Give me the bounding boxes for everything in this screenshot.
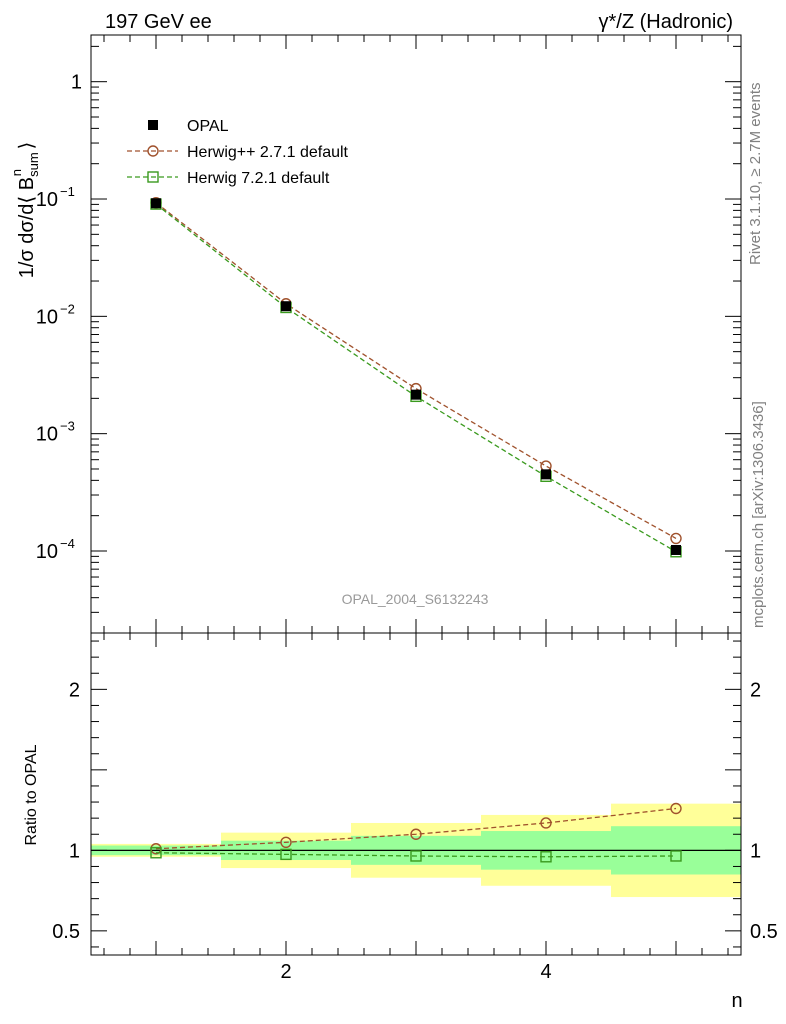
ratio-point-herwigpp (670, 802, 682, 815)
ratio-y-tick-label: 2 (69, 679, 80, 701)
y-tick-label-exponent: −4 (60, 536, 75, 551)
ratio-y-tick-label-right: 0.5 (750, 921, 778, 943)
point-herwigpp (670, 532, 682, 545)
main-y-axis-label: 1/σ dσ/d⟨ Bsumn ⟩ (9, 142, 41, 279)
y-tick-label: 10 (36, 306, 58, 328)
y-tick-label: 10 (36, 189, 58, 211)
ratio-point-herwig7 (670, 850, 682, 862)
legend-marker-herwigpp (147, 145, 159, 157)
ratio-point-herwigpp (540, 817, 552, 829)
x-axis-label: n (731, 990, 742, 1012)
ratio-point-herwigpp (410, 828, 422, 840)
mcplots-reference-label: mcplots.cern.ch [arXiv:1306.3436] (750, 401, 767, 628)
y-tick-label: 10 (36, 541, 58, 563)
y-tick-label: 10 (36, 424, 58, 446)
ratio-point-herwig7 (540, 851, 552, 863)
legend-marker-data (148, 120, 158, 130)
ratio-y-tick-label: 1 (69, 840, 80, 862)
ratio-y-axis-label: Ratio to OPAL (23, 744, 40, 845)
series-line-herwig7 (155, 203, 677, 553)
x-tick-label: 4 (540, 961, 551, 983)
ratio-point-herwig7 (150, 847, 162, 859)
ratio-y-tick-label: 0.5 (52, 921, 80, 943)
analysis-watermark: OPAL_2004_S6132243 (342, 591, 489, 607)
ratio-line-herwig7 (155, 852, 677, 858)
legend-label-herwigpp: Herwig++ 2.7.1 default (187, 144, 349, 161)
ratio-line-herwigpp (155, 807, 677, 850)
chart-title-right: γ*/Z (Hadronic) (599, 11, 733, 33)
x-tick-label: 2 (280, 961, 291, 983)
ratio-point-herwigpp (280, 836, 292, 848)
ratio-y-tick-label-right: 1 (750, 840, 761, 862)
legend-marker-herwig7 (147, 171, 159, 183)
ratio-point-herwig7 (410, 850, 422, 862)
y-tick-label-exponent: −3 (60, 419, 75, 434)
legend: OPAL Herwig++ 2.7.1 default Herwig 7.2.1 d… (127, 118, 349, 187)
legend-label-data: OPAL (187, 118, 229, 135)
legend-label-herwig7: Herwig 7.2.1 default (187, 170, 330, 187)
main-plot-panel: 110−110−210−310−4 (36, 34, 742, 634)
point-data (671, 544, 681, 555)
y-tick-label: 1 (71, 72, 82, 94)
point-data (541, 469, 551, 480)
ratio-frame (90, 632, 742, 956)
point-data (151, 198, 161, 209)
ratio-plot-panel: 0.5 0.5 1 1 2 2 2 4 (52, 632, 778, 983)
y-tick-label-exponent: −2 (60, 301, 75, 316)
y-tick-label-exponent: −1 (60, 184, 75, 199)
rivet-version-label: Rivet 3.1.10, ≥ 2.7M events (747, 83, 764, 266)
series-line-herwigpp (155, 202, 677, 539)
chart-title-left: 197 GeV ee (105, 11, 212, 33)
ratio-point-herwig7 (280, 848, 292, 861)
ratio-y-tick-label-right: 2 (750, 679, 761, 701)
point-data (411, 389, 421, 400)
point-data (281, 301, 291, 312)
